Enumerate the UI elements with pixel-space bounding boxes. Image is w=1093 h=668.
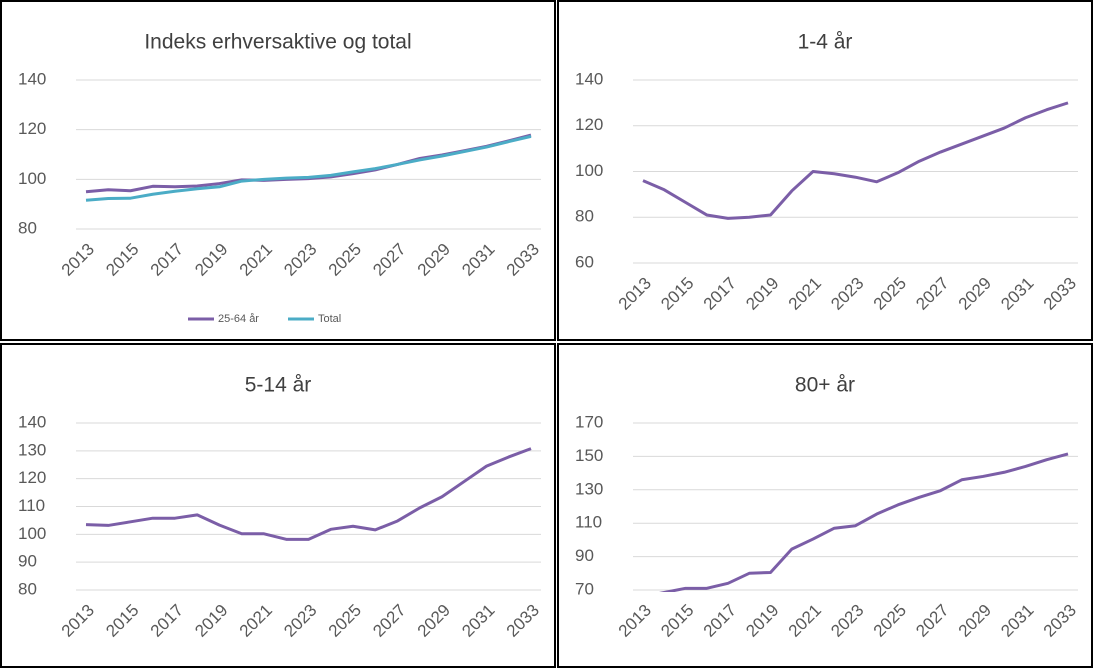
y-tick-label: 140 xyxy=(575,69,603,88)
y-tick-label: 120 xyxy=(575,115,603,134)
x-tick-label: 2019 xyxy=(191,601,231,641)
y-tick-label: 110 xyxy=(575,513,602,532)
data-line xyxy=(85,447,532,541)
y-tick-label: 140 xyxy=(18,412,46,431)
y-tick-label: 100 xyxy=(18,169,46,188)
data-line xyxy=(85,134,532,202)
x-tick-label: 2027 xyxy=(912,601,952,641)
y-tick-label: 130 xyxy=(18,440,46,459)
y-tick-label: 90 xyxy=(18,552,37,571)
x-tick-label: 2017 xyxy=(700,601,740,641)
y-tick-label: 130 xyxy=(575,479,603,498)
x-tick-label: 2033 xyxy=(503,240,543,280)
x-tick-label: 2021 xyxy=(236,601,276,641)
y-tick-label: 170 xyxy=(575,412,603,431)
y-tick-label: 150 xyxy=(575,446,603,465)
chart-title: 5-14 år xyxy=(245,374,312,397)
x-tick-label: 2019 xyxy=(742,274,782,314)
x-tick-label: 2027 xyxy=(369,601,409,641)
y-tick-label: 100 xyxy=(18,524,46,543)
y-tick-label: 60 xyxy=(575,252,594,271)
x-tick-label: 2023 xyxy=(827,601,867,641)
x-tick-label: 2015 xyxy=(657,274,697,314)
x-tick-label: 2031 xyxy=(458,240,498,280)
y-tick-label: 120 xyxy=(18,468,46,487)
x-tick-label: 2031 xyxy=(997,601,1037,641)
x-tick-label: 2031 xyxy=(997,274,1037,314)
x-tick-label: 2025 xyxy=(870,601,910,641)
panel-border xyxy=(557,343,1093,668)
y-tick-label: 90 xyxy=(575,546,594,565)
x-tick-label: 2029 xyxy=(414,601,454,641)
x-tick-label: 2015 xyxy=(102,601,142,641)
x-tick-label: 2015 xyxy=(102,240,142,280)
panel-border xyxy=(0,343,556,668)
y-tick-label: 70 xyxy=(575,579,594,598)
y-tick-label: 80 xyxy=(18,579,37,598)
chart-title: Indeks erhversaktive og total xyxy=(144,31,411,54)
x-tick-label: 2025 xyxy=(325,601,365,641)
x-tick-label: 2027 xyxy=(912,274,952,314)
plot xyxy=(85,133,532,202)
data-line xyxy=(659,452,1069,592)
x-tick-label: 2023 xyxy=(280,601,320,641)
x-tick-label: 2029 xyxy=(955,274,995,314)
y-tick-label: 110 xyxy=(18,496,45,515)
y-tick-label: 80 xyxy=(18,218,37,237)
x-tick-label: 2013 xyxy=(615,274,655,314)
y-tick-label: 100 xyxy=(575,161,603,180)
x-tick-label: 2025 xyxy=(870,274,910,314)
x-tick-label: 2033 xyxy=(503,601,543,641)
x-tick-label: 2033 xyxy=(1040,601,1080,641)
plot xyxy=(659,452,1069,592)
y-tick-label: 80 xyxy=(575,207,594,226)
chart-title: 80+ år xyxy=(795,374,855,397)
x-tick-label: 2013 xyxy=(58,240,98,280)
x-tick-label: 2029 xyxy=(414,240,454,280)
panel-border xyxy=(0,0,556,341)
x-tick-label: 2019 xyxy=(191,240,231,280)
x-tick-label: 2013 xyxy=(58,601,98,641)
x-tick-label: 2031 xyxy=(458,601,498,641)
x-tick-label: 2019 xyxy=(742,601,782,641)
x-tick-label: 2033 xyxy=(1040,274,1080,314)
plot xyxy=(642,101,1069,220)
panel-border xyxy=(557,0,1093,341)
x-tick-label: 2015 xyxy=(657,601,697,641)
x-tick-label: 2021 xyxy=(785,601,825,641)
x-tick-label: 2025 xyxy=(325,240,365,280)
x-tick-label: 2029 xyxy=(955,601,995,641)
x-tick-label: 2013 xyxy=(615,601,655,641)
legend-label: 25-64 år xyxy=(218,313,259,325)
x-tick-label: 2021 xyxy=(236,240,276,280)
data-line xyxy=(85,133,532,194)
x-tick-label: 2017 xyxy=(700,274,740,314)
data-line xyxy=(642,101,1069,220)
x-tick-label: 2021 xyxy=(785,274,825,314)
x-tick-label: 2023 xyxy=(827,274,867,314)
x-tick-label: 2027 xyxy=(369,240,409,280)
x-tick-label: 2023 xyxy=(280,240,320,280)
plot xyxy=(85,447,532,541)
y-tick-label: 140 xyxy=(18,69,46,88)
y-tick-label: 120 xyxy=(18,119,46,138)
x-tick-label: 2017 xyxy=(147,601,187,641)
x-tick-label: 2017 xyxy=(147,240,187,280)
legend-label: Total xyxy=(318,313,341,325)
chart-title: 1-4 år xyxy=(798,31,853,54)
